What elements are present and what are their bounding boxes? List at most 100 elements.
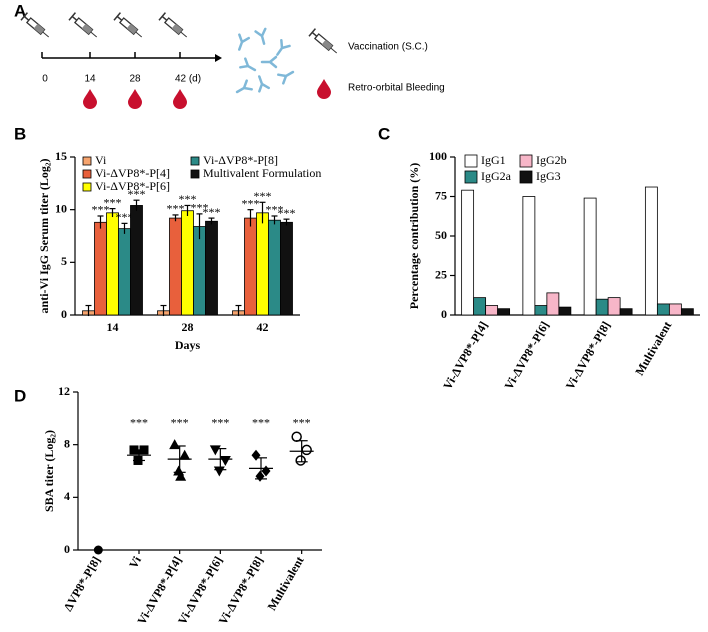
y-tick-label: 25 <box>435 267 447 281</box>
point <box>295 455 306 466</box>
y-axis-label: anti-Vi IgG Serum titer (Log₂) <box>37 159 51 314</box>
point <box>213 466 225 477</box>
bar <box>473 297 487 316</box>
panel-label: D <box>14 386 26 405</box>
y-tick-label: 5 <box>61 254 67 268</box>
y-tick-label: 0 <box>61 307 67 321</box>
x-tick-label: 14 <box>107 320 119 334</box>
bar <box>558 306 572 316</box>
y-axis-label: Percentage contribution (%) <box>407 163 421 309</box>
bar <box>583 197 597 316</box>
x-tick-label: Vi-ΔVP8*-P[8] <box>216 554 266 627</box>
x-tick-label: Vi-ΔVP8*-P[8] <box>563 319 613 392</box>
significance: *** <box>130 415 148 429</box>
x-tick-label: Vi-ΔVP8*-P[6] <box>502 319 552 392</box>
y-tick-label: 100 <box>429 149 447 163</box>
legend-swatch <box>82 156 92 166</box>
day-label: 0 <box>42 74 48 85</box>
bar <box>595 298 609 316</box>
day-label: 42 (d) <box>175 74 201 85</box>
legend-swatch <box>464 154 478 168</box>
x-tick-label: Vi <box>126 553 144 571</box>
day-label: 14 <box>84 74 96 85</box>
panel-label: B <box>14 124 26 143</box>
significance: *** <box>179 192 197 206</box>
y-tick-label: 4 <box>64 489 70 503</box>
bar <box>244 217 257 316</box>
significance: *** <box>242 196 260 210</box>
y-axis-label: SBA titer (Log₂) <box>42 430 56 512</box>
bar <box>522 196 536 316</box>
y-tick-label: 50 <box>435 228 447 242</box>
significance: *** <box>203 205 221 219</box>
y-tick-label: 0 <box>441 307 447 321</box>
bar <box>497 308 511 316</box>
legend-label: IgG2b <box>536 153 567 167</box>
legend-swatch <box>190 169 200 179</box>
bar <box>181 210 194 316</box>
legend-label: IgG3 <box>536 169 561 183</box>
legend-label: Multivalent Formulation <box>203 166 321 180</box>
legend-label: IgG2a <box>481 169 512 183</box>
y-tick-label: 10 <box>55 201 67 215</box>
legend-label: Vi-ΔVP8*-P[4] <box>95 166 170 180</box>
significance: *** <box>266 203 284 217</box>
panel-label: A <box>14 1 26 20</box>
bar <box>668 303 682 316</box>
x-tick-label: ΔVP8*-P[8] <box>61 554 104 614</box>
bar <box>534 305 548 316</box>
bar <box>118 228 131 316</box>
x-tick-label: Vi-ΔVP8*-P[4] <box>440 319 490 392</box>
timeline: 0 14 28 42 (d) <box>41 52 222 85</box>
significance: *** <box>278 206 296 220</box>
point <box>209 445 221 456</box>
point <box>179 449 191 460</box>
bar <box>106 212 119 316</box>
point <box>291 431 302 443</box>
x-axis-label: Days <box>175 338 201 352</box>
legend-swatch <box>519 154 533 168</box>
y-tick-label: 0 <box>64 542 70 556</box>
significance: *** <box>252 415 270 429</box>
significance: *** <box>167 202 185 216</box>
legend-label: Vi <box>95 153 107 167</box>
y-tick-label: 75 <box>435 188 447 202</box>
y-tick-label: 8 <box>64 436 70 450</box>
point <box>169 439 181 450</box>
point <box>93 545 103 555</box>
bar <box>644 186 658 316</box>
bar <box>94 221 107 316</box>
legend-swatch <box>82 182 92 192</box>
panel-label: C <box>378 124 390 143</box>
legend-swatch <box>82 169 92 179</box>
significance: *** <box>293 415 311 429</box>
legend-label: Vaccination (S.C.) <box>348 42 428 53</box>
legend-label: Vi-ΔVP8*-P[8] <box>203 153 278 167</box>
legend-swatch <box>519 170 533 184</box>
x-tick-label: Multivalent <box>632 319 674 378</box>
legend-swatch <box>190 156 200 166</box>
bar <box>205 220 218 316</box>
bar <box>256 212 269 316</box>
significance: *** <box>191 201 209 215</box>
point <box>251 449 261 461</box>
legend-label: IgG1 <box>481 153 506 167</box>
significance: *** <box>211 415 229 429</box>
point <box>175 470 187 481</box>
legend-swatch <box>464 170 478 184</box>
bar <box>461 189 475 316</box>
bar <box>169 217 182 316</box>
x-tick-label: 28 <box>182 320 194 334</box>
bar <box>268 219 281 316</box>
legend-label: Vi-ΔVP8*-P[6] <box>95 179 170 193</box>
legend-label: Retro-orbital Bleeding <box>348 83 445 94</box>
y-tick-label: 12 <box>58 384 70 398</box>
bar <box>656 303 670 316</box>
bar <box>546 292 560 316</box>
significance: *** <box>254 189 272 203</box>
bar <box>130 205 143 316</box>
y-tick-label: 15 <box>55 149 67 163</box>
bar <box>193 226 206 316</box>
x-tick-label: Multivalent <box>265 554 307 613</box>
